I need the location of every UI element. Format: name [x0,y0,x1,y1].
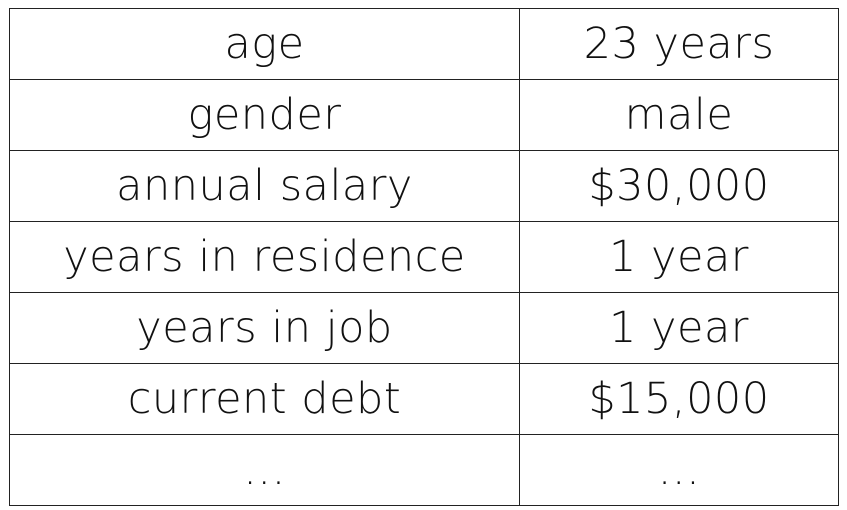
value-cell: $15,000 [519,363,839,435]
value-cell: 1 year [519,221,839,293]
table-row: years in job 1 year [9,292,839,364]
attribute-cell: years in job [9,292,520,364]
table-row: ... ... [9,434,839,506]
attribute-cell: age [9,8,520,80]
value-cell: ... [519,434,839,506]
table-row: annual salary $30,000 [9,150,839,222]
attribute-cell: annual salary [9,150,520,222]
value-cell: 23 years [519,8,839,80]
attribute-cell: current debt [9,363,520,435]
attribute-cell: gender [9,79,520,151]
table-row: gender male [9,79,839,151]
value-cell: 1 year [519,292,839,364]
value-cell: male [519,79,839,151]
table-row: current debt $15,000 [9,363,839,435]
table-row: age 23 years [9,8,839,80]
table-row: years in residence 1 year [9,221,839,293]
attribute-cell: ... [9,434,520,506]
attribute-table-container: age 23 years gender male annual salary $… [9,8,839,506]
value-cell: $30,000 [519,150,839,222]
attribute-table: age 23 years gender male annual salary $… [9,8,839,506]
attribute-cell: years in residence [9,221,520,293]
